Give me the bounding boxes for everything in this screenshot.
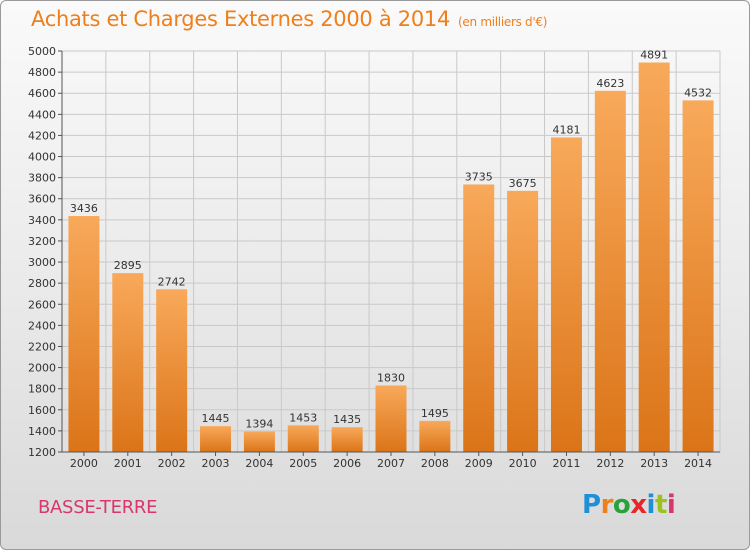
bars: [68, 62, 714, 453]
bar: [287, 425, 319, 452]
data-label: 4181: [552, 123, 580, 136]
x-tick-label: 2002: [158, 457, 186, 470]
x-tick-label: 2011: [552, 457, 580, 470]
y-tick-label: 1200: [28, 446, 56, 459]
x-tick-label: 2001: [114, 457, 142, 470]
axes: 1200 1400 1600 1800 2000 2200 2400 2600 2800 3000…: [28, 45, 720, 470]
data-label: 4891: [640, 49, 668, 62]
bar: [594, 90, 626, 453]
bar: [550, 137, 582, 452]
bar: [156, 289, 188, 452]
x-tick-label: 2000: [70, 457, 98, 470]
y-tick-label: 2400: [28, 319, 56, 332]
x-tick-label: 2007: [377, 457, 405, 470]
data-label: 3675: [509, 177, 537, 190]
data-label: 1495: [421, 407, 449, 420]
x-tick-label: 2013: [640, 457, 668, 470]
bar: [682, 100, 714, 452]
region-label: BASSE-TERRE: [38, 497, 158, 518]
data-label: 4532: [684, 86, 712, 99]
bar: [112, 273, 144, 452]
data-label: 2895: [114, 259, 142, 272]
y-tick-label: 3200: [28, 235, 56, 248]
y-tick-label: 4800: [28, 66, 56, 79]
data-label: 1445: [202, 412, 230, 425]
x-tick-label: 2010: [509, 457, 537, 470]
x-tick-label: 2014: [684, 457, 712, 470]
y-tick-label: 3400: [28, 214, 56, 227]
y-tick-label: 2600: [28, 298, 56, 311]
x-tick-label: 2006: [333, 457, 361, 470]
bar: [243, 431, 275, 452]
y-tick-label: 5000: [28, 45, 56, 58]
bar: [419, 420, 451, 452]
y-tick-label: 4200: [28, 129, 56, 142]
bar: [638, 62, 670, 452]
data-label: 1830: [377, 372, 405, 385]
chart-unit-label: (en milliers d'€): [458, 15, 548, 29]
bar: [463, 184, 495, 452]
y-tick-label: 1800: [28, 383, 56, 396]
data-label: 4623: [596, 77, 624, 90]
y-tick-label: 4400: [28, 108, 56, 121]
bar: [331, 427, 363, 452]
x-tick-label: 2005: [289, 457, 317, 470]
x-tick-label: 2012: [596, 457, 624, 470]
bar: [375, 385, 407, 452]
data-label: 3735: [465, 170, 493, 183]
y-tick-label: 1600: [28, 404, 56, 417]
x-tick-label: 2003: [202, 457, 230, 470]
data-label: 2742: [158, 275, 186, 288]
x-tick-label: 2004: [245, 457, 273, 470]
bar: [68, 216, 100, 452]
data-label: 1435: [333, 413, 361, 426]
x-tick-label: 2008: [421, 457, 449, 470]
x-tick-label: 2009: [465, 457, 493, 470]
y-tick-label: 2000: [28, 362, 56, 375]
data-labels: 3436 2895 2742 1445 1394 1453 1435 1830 1495 3735…: [70, 49, 712, 431]
y-tick-label: 4600: [28, 87, 56, 100]
y-tick-label: 2200: [28, 340, 56, 353]
y-tick-label: 1400: [28, 425, 56, 438]
data-label: 1453: [289, 411, 317, 424]
data-label: 3436: [70, 202, 98, 215]
bar: [507, 190, 539, 452]
bar: [200, 426, 232, 452]
chart-title: Achats et Charges Externes 2000 à 2014 (e…: [31, 7, 547, 31]
y-tick-label: 3800: [28, 172, 56, 185]
y-tick-label: 3600: [28, 193, 56, 206]
y-tick-label: 4000: [28, 151, 56, 164]
data-label: 1394: [245, 418, 273, 431]
proxiti-logo: Proxiti: [582, 490, 676, 520]
y-tick-label: 3000: [28, 256, 56, 269]
y-tick-label: 2800: [28, 277, 56, 290]
chart-title-text: Achats et Charges Externes 2000 à 2014: [31, 7, 451, 31]
